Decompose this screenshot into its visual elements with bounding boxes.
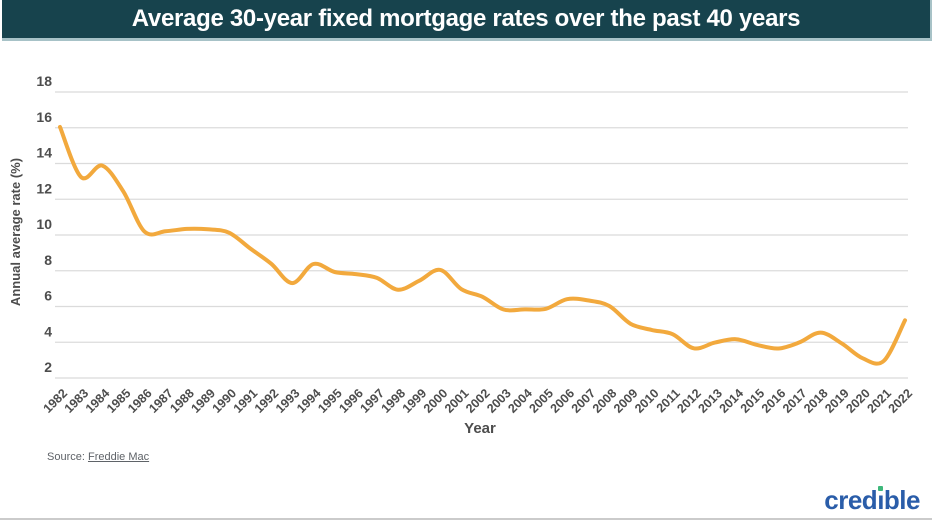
logo-i-green-dot: ı [877, 485, 884, 515]
credible-logo: credıble [824, 485, 920, 516]
y-tick-label: 14 [36, 145, 52, 161]
y-tick-label: 2 [44, 359, 52, 375]
source-attribution: Source: Freddie Mac [47, 451, 149, 463]
source-link[interactable]: Freddie Mac [87, 451, 150, 463]
y-tick-label: 12 [36, 180, 52, 196]
x-tick-label: 2022 [886, 386, 916, 416]
logo-text-right: ble [883, 485, 921, 515]
bottom-divider [0, 518, 932, 520]
y-tick-label: 10 [36, 216, 52, 232]
y-tick-label: 6 [44, 288, 52, 304]
y-tick-label: 8 [44, 252, 52, 268]
y-tick-label: 16 [36, 109, 52, 125]
chart-title: Average 30-year fixed mortgage rates ove… [131, 5, 801, 32]
y-tick-label: 4 [44, 323, 52, 339]
logo-text-left: cred [824, 485, 878, 515]
y-axis-title: Annual average rate (%) [8, 157, 23, 307]
source-prefix: Source: [47, 451, 85, 463]
chart-title-bar: Average 30-year fixed mortgage rates ove… [2, 0, 932, 41]
rate-line-series [58, 125, 907, 366]
y-tick-label: 18 [36, 73, 52, 89]
x-axis-title: Year [464, 420, 496, 437]
